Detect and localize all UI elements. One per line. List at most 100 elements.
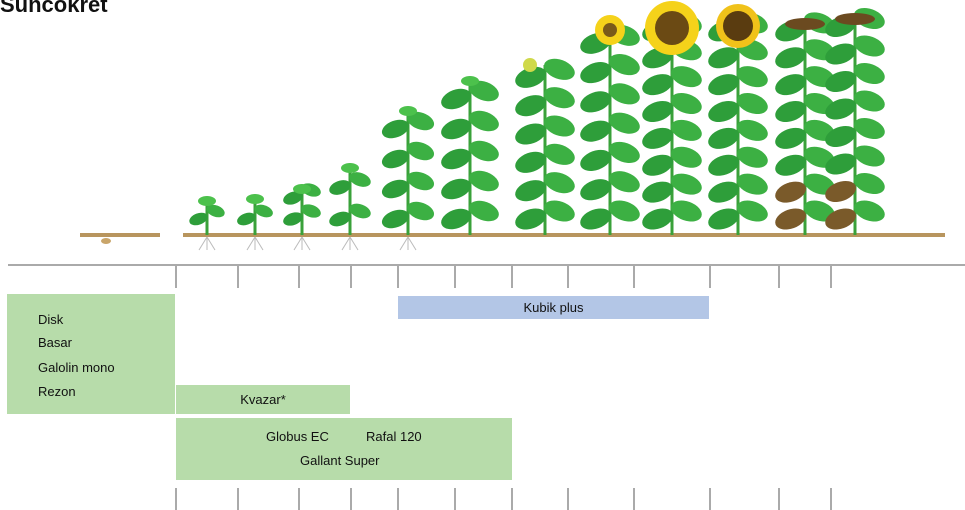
- leaf: [734, 116, 771, 145]
- leaf: [851, 32, 888, 61]
- leaf: [466, 107, 501, 135]
- leaf: [772, 205, 809, 234]
- leaf: [772, 124, 809, 153]
- leaf: [461, 76, 479, 86]
- leaf: [734, 197, 771, 226]
- title: Suncokret: [0, 0, 108, 18]
- disc: [655, 11, 689, 45]
- leaf: [705, 97, 742, 126]
- leaf: [341, 163, 359, 173]
- leaf: [438, 145, 473, 173]
- disc: [723, 11, 753, 41]
- leaf: [734, 170, 771, 199]
- leaf: [512, 148, 549, 177]
- leaf: [851, 142, 888, 171]
- leaf: [466, 167, 501, 195]
- head: [785, 18, 825, 30]
- leaf: [668, 170, 705, 199]
- leaf: [772, 43, 809, 72]
- leaf: [668, 116, 705, 145]
- leaf: [639, 178, 676, 207]
- label: Galolin mono: [38, 360, 115, 375]
- leaf: [606, 197, 643, 226]
- label: Globus EC: [266, 429, 329, 444]
- root: [199, 237, 207, 250]
- leaf: [705, 178, 742, 207]
- leaf: [541, 140, 578, 169]
- root: [294, 237, 302, 250]
- label: Rafal 120: [366, 429, 422, 444]
- leaf: [577, 146, 614, 175]
- leaf: [705, 205, 742, 234]
- leaf: [851, 197, 888, 226]
- label: Gallant Super: [300, 453, 380, 468]
- leaf: [668, 197, 705, 226]
- leaf: [198, 196, 216, 206]
- window-box: Disk Basar Galolin mono Rezon: [7, 294, 175, 414]
- head: [835, 13, 875, 25]
- leaf: [772, 70, 809, 99]
- root: [350, 237, 358, 250]
- leaf: [438, 85, 473, 113]
- leaf: [639, 70, 676, 99]
- label: Rezon: [38, 384, 76, 399]
- leaf: [772, 97, 809, 126]
- disc: [603, 23, 617, 37]
- leaf: [606, 167, 643, 196]
- root: [408, 237, 416, 250]
- leaf: [577, 117, 614, 146]
- leaf: [541, 112, 578, 141]
- leaf: [772, 151, 809, 180]
- label: Disk: [38, 312, 63, 327]
- leaf: [606, 109, 643, 138]
- leaf: [851, 169, 888, 198]
- label: Kvazar*: [240, 392, 286, 407]
- leaf: [541, 168, 578, 197]
- page: Suncokret Disk Basar Galolin mono Rezon …: [0, 0, 965, 510]
- leaf: [606, 79, 643, 108]
- leaf: [512, 205, 549, 234]
- leaf: [734, 143, 771, 172]
- leaf: [512, 120, 549, 149]
- bud: [523, 58, 537, 72]
- leaf: [772, 178, 809, 207]
- root: [207, 237, 215, 250]
- leaf: [466, 197, 501, 225]
- window-box: Kvazar*: [176, 385, 350, 414]
- leaf: [541, 197, 578, 226]
- leaf: [705, 124, 742, 153]
- window-box: Kubik plus: [398, 296, 709, 319]
- leaf: [734, 89, 771, 118]
- leaf: [438, 175, 473, 203]
- root: [302, 237, 310, 250]
- leaf: [246, 194, 264, 204]
- root: [400, 237, 408, 250]
- root: [342, 237, 350, 250]
- leaf: [466, 137, 501, 165]
- leaf: [705, 70, 742, 99]
- leaf: [438, 205, 473, 233]
- leaf: [293, 184, 311, 194]
- leaf: [851, 114, 888, 143]
- leaf: [851, 87, 888, 116]
- leaf: [577, 58, 614, 87]
- leaf: [639, 151, 676, 180]
- leaf: [668, 143, 705, 172]
- leaf: [399, 106, 417, 116]
- leaf: [577, 175, 614, 204]
- leaf: [512, 176, 549, 205]
- leaf: [606, 50, 643, 79]
- leaf: [541, 83, 578, 112]
- leaf: [668, 89, 705, 118]
- leaf: [577, 87, 614, 116]
- leaf: [606, 138, 643, 167]
- leaf: [668, 62, 705, 91]
- leaf: [541, 55, 578, 84]
- leaf: [639, 124, 676, 153]
- leaf: [577, 205, 614, 234]
- leaf: [639, 205, 676, 234]
- leaf: [512, 91, 549, 120]
- leaf: [851, 59, 888, 88]
- root: [255, 237, 263, 250]
- window-box: Globus EC Rafal 120 Gallant Super: [176, 418, 512, 480]
